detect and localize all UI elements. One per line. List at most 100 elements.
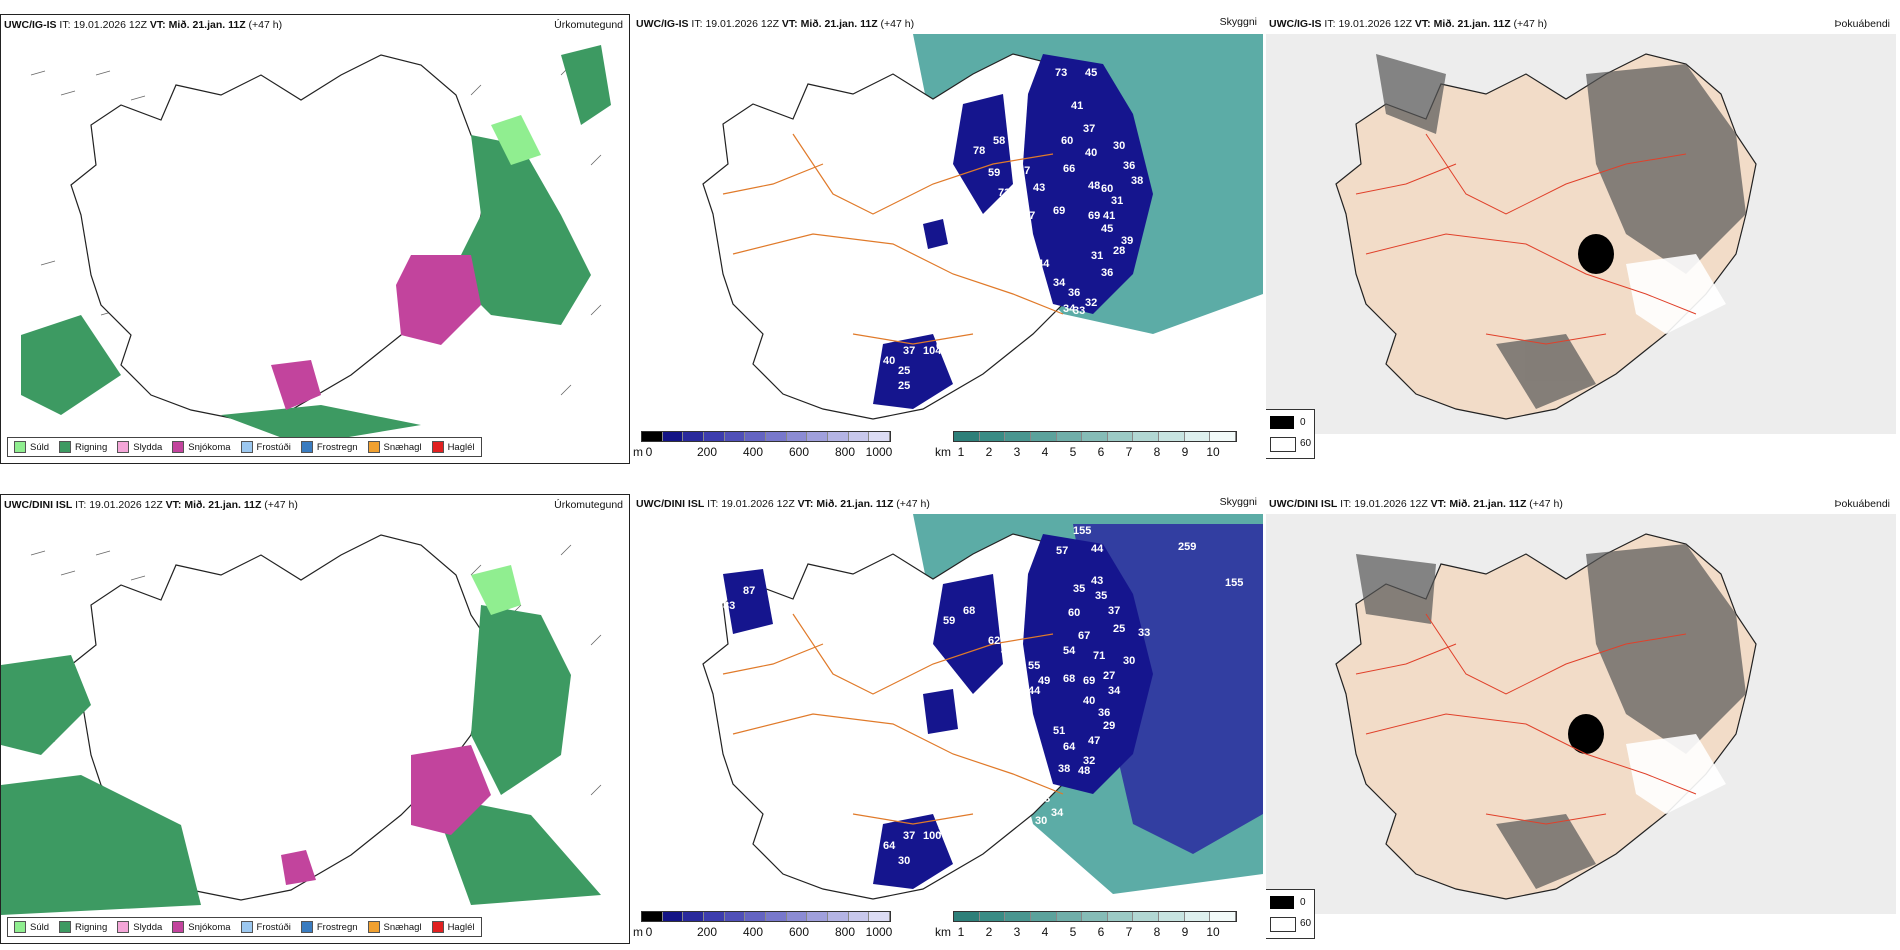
legend-swatch (431, 921, 444, 933)
visibility-value-label: 38 (1058, 763, 1070, 775)
visibility-tick: 8 (1153, 925, 1161, 939)
visibility-tick: 7 (1125, 925, 1133, 939)
visibility-value-label: 37 (1108, 605, 1120, 617)
clear-patch (1626, 734, 1726, 814)
snow-area-2 (281, 850, 316, 885)
fog-legend-black-swatch (1270, 896, 1294, 909)
visibility-value-label: 37 (1083, 123, 1095, 135)
visibility-value-label: 144 (1031, 258, 1050, 270)
visibility-value-label: 31 (1111, 195, 1123, 207)
visibility-value-label: 45 (1101, 223, 1113, 235)
visibility-value-label: 35 (1073, 583, 1085, 595)
visibility-value-label: 37 (903, 345, 915, 357)
visibility-value-label: 69 (1083, 675, 1095, 687)
colorbar-bin (683, 432, 705, 441)
visibility-value-label: 67 (1078, 630, 1090, 642)
fog-legend-white-swatch (1270, 917, 1296, 932)
fog-indicator-panel-top: UWC/IG-IS IT: 19.01.2026 12Z VT: Mið. 21… (1266, 14, 1896, 464)
elevation-colorbar: m 0 200 400 600 800 1000 (633, 909, 898, 939)
visibility-value-label: 101 (938, 825, 956, 837)
colorbar-bin (745, 432, 767, 441)
precip-type-panel-top: UWC/IG-IS IT: 19.01.2026 12Z VT: Mið. 21… (0, 14, 630, 464)
colorbar-bin (848, 432, 870, 441)
colorbar-bin (828, 912, 849, 921)
visibility-value-label: 62 (988, 635, 1000, 647)
visibility-value-label: 32 (1085, 297, 1097, 309)
visibility-tick: 7 (1125, 445, 1133, 459)
visibility-value-label: 58 (993, 135, 1005, 147)
colorbar-bin (1030, 432, 1057, 441)
elevation-tick: 800 (834, 445, 856, 459)
legend-item: Snæhagl (367, 441, 422, 453)
fog-map (1266, 514, 1896, 914)
low-visibility-areas (873, 54, 1153, 409)
visibility-value-label: 48 (1088, 180, 1100, 192)
visibility-value-label: 64 (1063, 741, 1076, 753)
visibility-value-label: 67 (953, 227, 965, 239)
legend-item: Súld (14, 921, 49, 933)
visibility-value-label: 34 (1053, 277, 1066, 289)
visibility-value-label: 83 (723, 600, 735, 612)
visibility-value-label: 47 (1023, 210, 1035, 222)
visibility-value-label: 51 (1053, 725, 1065, 737)
panel-title: Skyggni (1219, 16, 1257, 28)
visibility-value-label: 43 (1091, 575, 1103, 587)
visibility-value-label: 27 (1103, 670, 1115, 682)
visibility-value-label: 34 (1051, 807, 1064, 819)
visibility-value-label: 57 (1056, 545, 1068, 557)
legend-swatch (172, 921, 185, 933)
visibility-tick: 2 (985, 445, 993, 459)
visibility-value-label: 31 (1091, 250, 1103, 262)
elevation-unit: m (633, 445, 643, 459)
visibility-value-label: 44 (1091, 543, 1104, 555)
colorbar-bin (724, 912, 746, 921)
fog-legend-low: 0 (1300, 897, 1306, 908)
visibility-value-label: 40 (1083, 695, 1095, 707)
legend-swatch (59, 441, 72, 453)
colorbar-bin (1184, 432, 1211, 441)
legend-item: Slydda (117, 921, 162, 933)
visibility-tick: 1 (957, 445, 965, 459)
fog-legend: 0 60 (1266, 409, 1315, 459)
legend-swatch (117, 441, 130, 453)
fog-legend: 0 60 (1266, 889, 1315, 939)
visibility-value-label: 259 (1178, 541, 1196, 553)
visibility-value-label: 102 (838, 760, 856, 772)
legend-item: Frostúði (240, 921, 291, 933)
colorbar-bin (1005, 432, 1031, 441)
visibility-value-label: 30 (898, 855, 910, 867)
colorbar-bin (869, 432, 891, 441)
visibility-tick: 4 (1041, 445, 1049, 459)
legend-swatch (14, 441, 26, 453)
legend-swatch (300, 441, 313, 453)
visibility-tick: 3 (1013, 925, 1021, 939)
elevation-tick: 0 (645, 445, 653, 459)
legend-swatch (117, 921, 130, 933)
elevation-tick: 600 (788, 925, 810, 939)
elevation-colorbar-strip (641, 911, 891, 922)
visibility-value-label: 40 (1085, 147, 1097, 159)
visibility-colorbar: km 1 2 3 4 5 6 7 8 9 10 (935, 909, 1237, 939)
legend-item: Frostregn (300, 441, 358, 453)
fog-legend-white-swatch (1270, 437, 1296, 452)
visibility-value-label: 43 (1033, 182, 1045, 194)
colorbar-bin (1133, 432, 1160, 441)
visibility-value-label: 104 (923, 345, 942, 357)
colorbar-bin (954, 912, 980, 921)
fog-indicator-panel-bottom: UWC/DINI ISL IT: 19.01.2026 12Z VT: Mið.… (1266, 494, 1896, 944)
visibility-tick: 9 (1181, 445, 1189, 459)
fog-shading (1376, 54, 1746, 409)
colorbar-bin (954, 432, 980, 441)
precip-type-panel-bottom: UWC/DINI ISL IT: 19.01.2026 12Z VT: Mið.… (0, 494, 630, 944)
elevation-tick: 200 (696, 925, 718, 939)
visibility-value-label: 36 (1101, 267, 1113, 279)
colorbar-bin (1030, 912, 1057, 921)
colorbar-bin (786, 912, 808, 921)
fog-legend-high: 60 (1300, 438, 1312, 449)
colorbar-bin (1210, 432, 1237, 441)
road-network (722, 133, 1064, 345)
visibility-value-label: 100 (923, 830, 941, 842)
legend-item: Haglél (431, 921, 475, 933)
colorbar-bin (979, 912, 1006, 921)
